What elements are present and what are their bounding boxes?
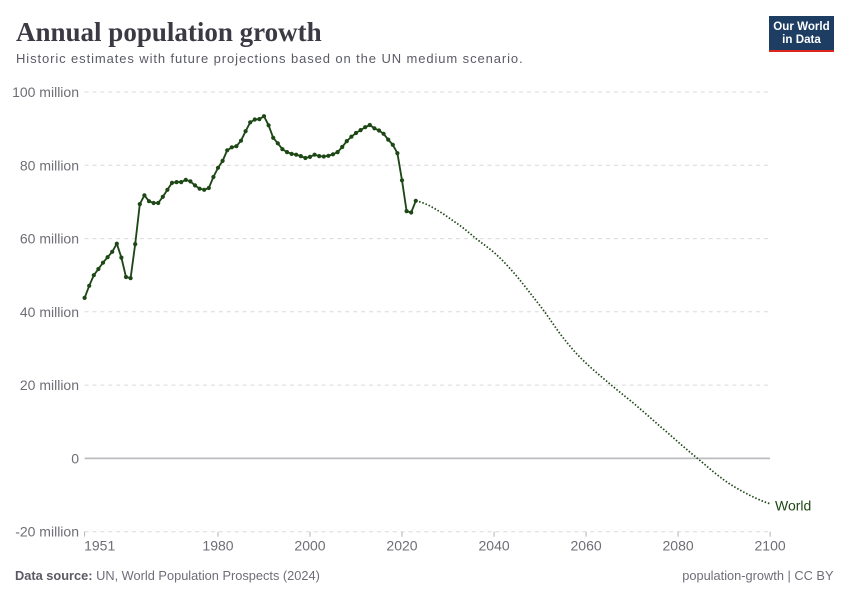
svg-text:1951: 1951 xyxy=(84,537,115,553)
svg-text:World: World xyxy=(775,498,811,514)
svg-text:2020: 2020 xyxy=(386,537,417,553)
svg-text:1980: 1980 xyxy=(202,537,233,553)
svg-text:-20 million: -20 million xyxy=(15,524,79,540)
svg-text:40 million: 40 million xyxy=(20,304,79,320)
svg-text:2060: 2060 xyxy=(571,537,602,553)
svg-text:2000: 2000 xyxy=(294,537,325,553)
svg-text:60 million: 60 million xyxy=(20,231,79,247)
svg-text:2040: 2040 xyxy=(479,537,510,553)
svg-text:2100: 2100 xyxy=(755,537,786,553)
svg-text:0: 0 xyxy=(71,450,79,466)
svg-text:2080: 2080 xyxy=(663,537,694,553)
svg-text:80 million: 80 million xyxy=(20,157,79,173)
svg-text:20 million: 20 million xyxy=(20,377,79,393)
svg-text:100 million: 100 million xyxy=(12,84,79,100)
